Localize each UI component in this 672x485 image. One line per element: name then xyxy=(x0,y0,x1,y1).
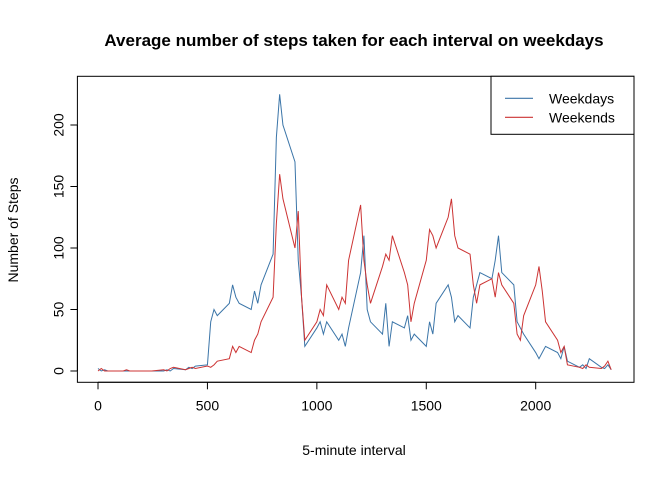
y-axis-label: Number of Steps xyxy=(5,177,21,282)
legend-label: Weekends xyxy=(549,109,615,125)
x-tick-label: 1000 xyxy=(301,397,332,413)
x-tick-label: 0 xyxy=(94,397,102,413)
x-axis-label: 5-minute interval xyxy=(302,442,406,458)
y-tick-label: 50 xyxy=(50,301,66,317)
x-tick-label: 500 xyxy=(196,397,220,413)
chart-title: Average number of steps taken for each i… xyxy=(104,31,603,50)
y-tick-label: 100 xyxy=(50,236,66,260)
x-tick-label: 2000 xyxy=(520,397,551,413)
y-tick-label: 200 xyxy=(50,113,66,137)
y-tick-label: 150 xyxy=(50,175,66,199)
legend-label: Weekdays xyxy=(549,90,614,106)
legend-box xyxy=(490,75,635,135)
y-tick-label: 0 xyxy=(50,367,66,375)
x-tick-label: 1500 xyxy=(411,397,442,413)
series-line xyxy=(97,174,612,372)
